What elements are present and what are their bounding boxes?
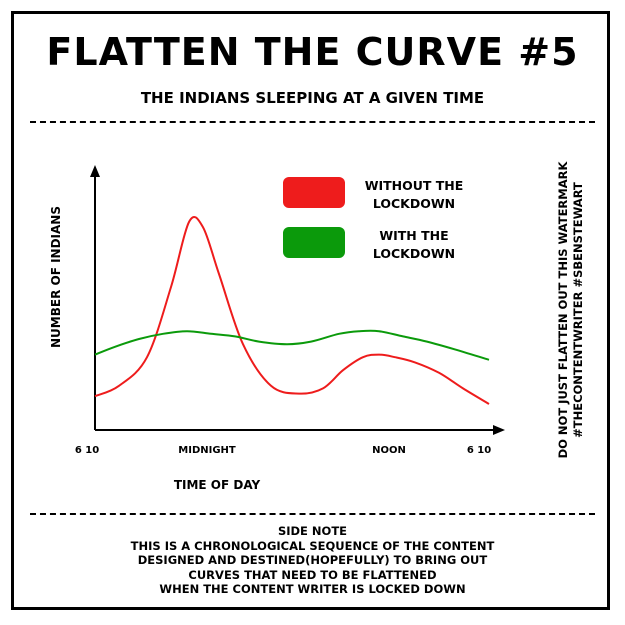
x-tick-label: MIDNIGHT <box>178 445 236 456</box>
side-note-line: THIS IS A CHRONOLOGICAL SEQUENCE OF THE … <box>130 538 495 553</box>
legend-label-with-lockdown-line2: LOCKDOWN <box>373 246 455 261</box>
x-tick-label: NOON <box>372 445 406 456</box>
series-line-with-lockdown <box>94 329 490 361</box>
bottom-divider <box>30 513 595 515</box>
legend-label-without-lockdown-line1: WITHOUT THE <box>365 178 464 193</box>
y-axis-arrow-icon <box>90 165 100 177</box>
comic-frame <box>11 11 610 610</box>
page-subtitle: THE INDIANS SLEEPING AT A GIVEN TIME <box>140 89 485 107</box>
side-note-line: CURVES THAT NEED TO BE FLATTENED <box>188 567 437 582</box>
legend-swatch-without-lockdown <box>283 177 345 208</box>
side-note-heading: SIDE NOTE <box>277 524 348 538</box>
side-note: SIDE NOTE THIS IS A CHRONOLOGICAL SEQUEN… <box>14 524 611 597</box>
page-title: FLATTEN THE CURVE #5 <box>46 30 579 74</box>
watermark-line-1: DO NOT JUST FLATTEN OUT THIS WATERMARK <box>556 161 570 459</box>
legend-label-with-lockdown-line1: WITH THE <box>379 228 448 243</box>
side-note-line: WHEN THE CONTENT WRITER IS LOCKED DOWN <box>159 582 466 596</box>
legend-swatch-with-lockdown <box>283 227 345 258</box>
series-line-without-lockdown <box>94 215 490 405</box>
y-axis-label: NUMBER OF INDIANS <box>49 206 63 348</box>
x-tick-label: 6 10 <box>75 445 99 456</box>
top-divider <box>30 121 595 123</box>
x-tick-labels: 6 10 MIDNIGHT NOON 6 10 <box>75 445 491 456</box>
x-axis-arrow-icon <box>493 425 505 435</box>
x-tick-label: 6 10 <box>467 445 491 456</box>
side-note-line: DESIGNED AND DESTINED(HOPEFULLY) TO BRIN… <box>137 553 488 567</box>
legend-label-without-lockdown-line2: LOCKDOWN <box>373 196 455 211</box>
watermark-line-2: #THECONTENTWRITER #SBENSTEWART <box>571 182 585 438</box>
x-axis-label: TIME OF DAY <box>174 478 261 492</box>
